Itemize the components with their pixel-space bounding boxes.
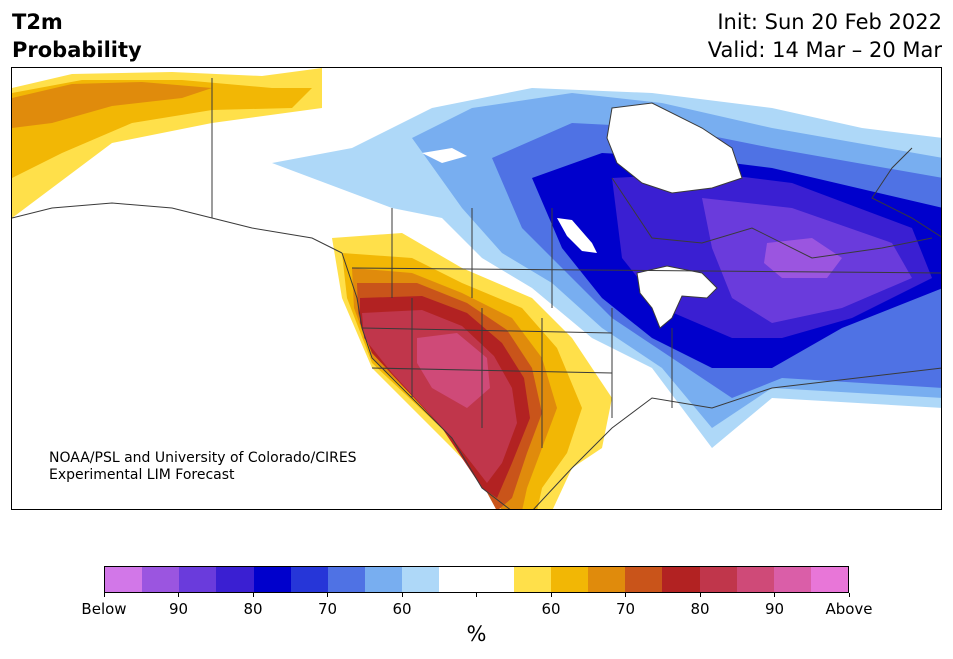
colorbar-segment — [810, 567, 849, 592]
colorbar-tick — [178, 593, 179, 597]
alaska-dark-orange — [12, 82, 212, 128]
credit-line-2: Experimental LIM Forecast — [49, 467, 235, 483]
probability-map — [11, 67, 942, 510]
colorbar-segment — [142, 567, 180, 592]
valid-range: Valid: 14 Mar – 20 Mar — [707, 38, 942, 62]
great-slave-lake — [422, 148, 467, 163]
colorbar — [104, 566, 849, 593]
borders — [12, 78, 941, 509]
colorbar-tick — [252, 593, 254, 597]
colorbar-tick-label: 80 — [690, 600, 710, 618]
north-america-map — [12, 68, 941, 509]
title-line-1: T2m — [12, 10, 63, 34]
colorbar-segment — [625, 567, 663, 592]
colorbar-tick-label: 90 — [764, 600, 785, 618]
cold-purple-core — [764, 238, 842, 278]
colorbar-tick — [401, 593, 403, 597]
colorbar-tick — [699, 593, 701, 597]
init-date: Init: Sun 20 Feb 2022 — [717, 10, 942, 34]
colorbar-tick — [774, 593, 775, 597]
colorbar-tick — [550, 593, 552, 597]
colorbar-segment — [253, 567, 291, 592]
colorbar-tick-label: 60 — [392, 600, 412, 618]
colorbar-tickmarks — [0, 593, 953, 598]
colorbar-segment — [699, 567, 737, 592]
colorbar-tick-label: 70 — [615, 600, 636, 618]
warm-pink-core — [417, 333, 490, 408]
colorbar-segment — [290, 567, 328, 592]
colorbar-segment — [476, 567, 514, 592]
map-title: T2m Probability — [12, 8, 142, 64]
title-line-2: Probability — [12, 38, 142, 62]
colorbar-segment — [773, 567, 811, 592]
colorbar-unit: % — [466, 622, 487, 646]
lake-winnipeg — [557, 218, 597, 253]
colorbar-tick — [476, 593, 477, 597]
colorbar-tick — [327, 593, 328, 597]
colorbar-segment — [402, 567, 440, 592]
colorbar-segment — [550, 567, 589, 592]
colorbar-tick-label: Below — [81, 600, 127, 618]
hudson-bay — [606, 102, 743, 194]
colorbar-tick-label: 70 — [317, 600, 338, 618]
colorbar-ticklabels: Below 90 80 70 60 60 70 80 90 Above — [0, 600, 953, 620]
credit-line-1: NOAA/PSL and University of Colorado/CIRE… — [49, 450, 357, 466]
colorbar-segment — [736, 567, 774, 592]
colorbar-tick-label: 60 — [541, 600, 561, 618]
colorbar-segment — [365, 567, 403, 592]
forecast-dates: Init: Sun 20 Feb 2022 Valid: 14 Mar – 20… — [708, 8, 942, 64]
colorbar-tick-label: Above — [825, 600, 873, 618]
colorbar-tick-label: 80 — [243, 600, 263, 618]
colorbar-segment — [513, 567, 551, 592]
colorbar-tick — [625, 593, 626, 597]
colorbar-segment — [662, 567, 700, 592]
colorbar-segment — [588, 567, 626, 592]
colorbar-segment — [105, 567, 143, 592]
colorbar-segment — [216, 567, 254, 592]
colorbar-tick — [848, 593, 850, 597]
colorbar-tick — [103, 593, 105, 597]
colorbar-segment — [327, 567, 366, 592]
colorbar-segment — [179, 567, 217, 592]
colorbar-segment — [439, 567, 477, 592]
colorbar-tick-label: 90 — [168, 600, 189, 618]
credit-text: NOAA/PSL and University of Colorado/CIRE… — [49, 450, 357, 484]
